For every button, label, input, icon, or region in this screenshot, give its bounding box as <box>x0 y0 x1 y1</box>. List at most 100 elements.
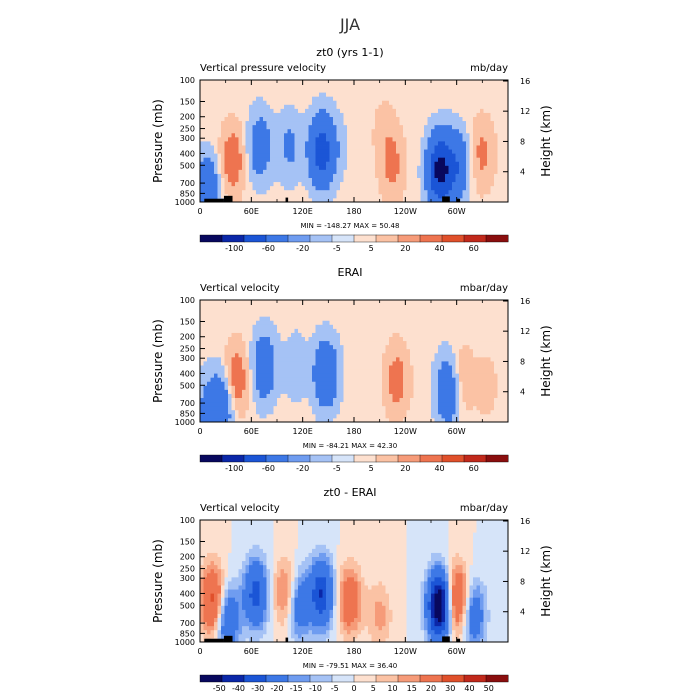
heatmap-cell <box>336 181 341 187</box>
heatmap-cell <box>385 352 390 358</box>
heatmap-cell <box>343 385 348 390</box>
heatmap-cell <box>368 340 372 346</box>
heatmap-cell <box>417 352 421 358</box>
heatmap-cell <box>427 112 432 117</box>
heatmap-cell <box>266 169 271 174</box>
heatmap-cell <box>315 389 320 394</box>
heatmap-cell <box>259 328 264 333</box>
heatmap-cell <box>207 112 211 117</box>
heatmap-cell <box>469 120 474 126</box>
heatmap-cell <box>350 389 355 394</box>
heatmap-cell <box>245 401 250 407</box>
heatmap-cell <box>221 300 225 305</box>
heatmap-cell <box>410 340 414 346</box>
heatmap-cell <box>455 84 460 89</box>
heatmap-cell <box>326 336 330 342</box>
heatmap-cell <box>427 165 432 170</box>
heatmap-cell <box>301 381 306 386</box>
heatmap-cell <box>280 153 285 158</box>
heatmap-cell <box>434 141 439 146</box>
heatmap-cell <box>235 132 239 138</box>
heatmap-cell <box>305 312 309 317</box>
heatmap-cell <box>273 385 278 390</box>
heatmap-cell <box>315 116 320 122</box>
heatmap-cell <box>228 88 232 93</box>
heatmap-cell <box>315 381 320 386</box>
heatmap-cell <box>483 185 488 191</box>
heatmap-cell <box>431 165 435 170</box>
heatmap-cell <box>385 381 390 386</box>
heatmap-cell <box>424 377 428 382</box>
heatmap-cell <box>245 393 250 398</box>
heatmap-cell <box>354 344 358 350</box>
heatmap-cell <box>368 304 372 309</box>
heatmap-cell <box>476 116 481 122</box>
heatmap-cell <box>221 340 225 346</box>
heatmap-cell <box>200 369 204 374</box>
heatmap-cell <box>434 149 439 154</box>
heatmap-cell <box>375 92 379 97</box>
heatmap-cell <box>207 132 211 138</box>
heatmap-cell <box>396 373 400 378</box>
heatmap-cell <box>410 401 414 407</box>
heatmap-cell <box>333 316 337 321</box>
heatmap-cell <box>333 136 337 142</box>
heatmap-cell <box>273 153 278 158</box>
heatmap-cell <box>270 136 274 142</box>
heatmap-cell <box>217 308 222 313</box>
heatmap-cell <box>263 96 267 101</box>
heatmap-cell <box>259 381 264 386</box>
heatmap-cell <box>501 177 505 183</box>
heatmap-cell <box>207 193 211 199</box>
heatmap-cell <box>228 153 232 158</box>
heatmap-cell <box>266 108 271 113</box>
heatmap-cell <box>245 365 250 370</box>
heatmap-cell <box>284 161 288 166</box>
heatmap-cell <box>364 124 369 130</box>
heatmap-cell <box>203 304 208 309</box>
heatmap-cell <box>364 116 369 122</box>
heatmap-cell <box>403 181 407 187</box>
heatmap-cell <box>455 417 460 423</box>
heatmap-cell <box>214 145 218 150</box>
heatmap-cell <box>473 149 477 154</box>
heatmap-cell <box>452 165 456 170</box>
heatmap-cell <box>319 197 323 203</box>
heatmap-cell <box>417 197 421 203</box>
heatmap-cell <box>284 389 288 394</box>
heatmap-cell <box>420 100 425 105</box>
heatmap-cell <box>245 181 250 187</box>
heatmap-cell <box>350 189 355 195</box>
heatmap-cell <box>242 381 246 386</box>
heatmap-cell <box>217 108 222 113</box>
heatmap-cell <box>298 393 302 398</box>
heatmap-cell <box>490 193 495 199</box>
heatmap-cell <box>252 401 257 407</box>
heatmap-cell <box>466 88 470 93</box>
heatmap-cell <box>501 120 505 126</box>
colorbar-swatch <box>353 234 377 243</box>
heatmap-cell <box>459 84 463 89</box>
heatmap-cell <box>396 112 400 117</box>
heatmap-cell <box>277 193 281 199</box>
heatmap-cell <box>200 96 204 101</box>
heatmap-cell <box>361 88 365 93</box>
heatmap-cell <box>403 336 407 342</box>
heatmap-cell <box>228 92 232 97</box>
heatmap-cell <box>350 197 355 203</box>
heatmap-cell <box>487 92 491 97</box>
heatmap-cell <box>466 193 470 199</box>
heatmap-cell <box>242 96 246 101</box>
heatmap-cell <box>350 324 355 329</box>
heatmap-cell <box>431 136 435 142</box>
heatmap-cell <box>231 324 236 329</box>
heatmap-cell <box>277 132 281 138</box>
heatmap-cell <box>221 312 225 317</box>
heatmap-cell <box>270 153 274 158</box>
heatmap-cell <box>469 165 474 170</box>
heatmap-cell <box>452 161 456 166</box>
heatmap-cell <box>252 185 257 191</box>
heatmap-cell <box>301 316 306 321</box>
heatmap-cell <box>238 141 243 146</box>
heatmap-cell <box>410 393 414 398</box>
